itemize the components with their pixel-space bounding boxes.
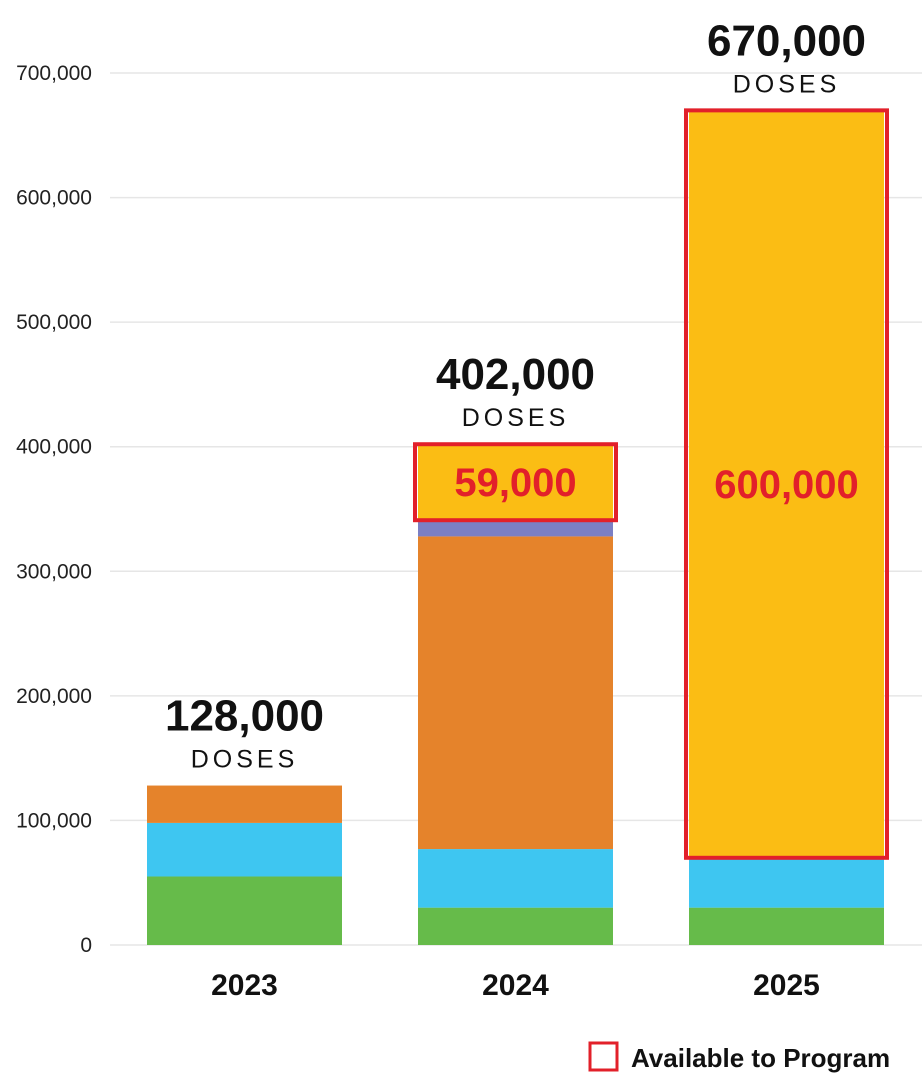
total-value-label: 670,000 (707, 16, 866, 65)
bar-segment-green (147, 876, 342, 945)
bar-segment-cyan (689, 857, 884, 908)
y-tick-label: 400,000 (16, 436, 92, 459)
available-to-program-label: 59,000 (454, 461, 576, 505)
legend-swatch (588, 1041, 619, 1072)
total-value-label: 402,000 (436, 350, 595, 399)
total-unit-label: DOSES (733, 70, 841, 98)
bar-segment-green (689, 907, 884, 945)
total-unit-label: DOSES (191, 746, 299, 774)
bar-segment-green (418, 907, 613, 945)
available-to-program-label: 600,000 (714, 463, 859, 507)
y-tick-label: 500,000 (16, 311, 92, 334)
bar-segment-yellow (418, 444, 613, 521)
x-tick-label: 2025 (753, 969, 820, 1002)
legend-label: Available to Program (631, 1043, 890, 1073)
y-tick-label: 600,000 (16, 187, 92, 210)
x-axis-tick-labels: 2023 2024 2025 (211, 969, 820, 1002)
bar-segment-yellow (689, 110, 884, 858)
legend: Available to Program (588, 1041, 890, 1073)
bar-labels: 128,000 DOSES 59,000 402,000 DOSES 600,000 670… (165, 16, 866, 773)
bar-segment-orange (147, 785, 342, 823)
y-tick-label: 200,000 (16, 685, 92, 708)
bar-segment-cyan (147, 822, 342, 877)
total-value-label: 128,000 (165, 692, 324, 741)
y-tick-label: 100,000 (16, 809, 92, 832)
y-tick-label: 700,000 (16, 62, 92, 85)
y-tick-label: 300,000 (16, 560, 92, 583)
bar-segment-orange (418, 536, 613, 850)
y-tick-label: 0 (80, 934, 92, 957)
bar-segment-purple (418, 520, 613, 537)
available-to-program-outline (413, 442, 618, 523)
x-tick-label: 2023 (211, 969, 278, 1002)
total-unit-label: DOSES (462, 404, 570, 432)
y-axis-tick-labels: 0 100,000 200,000 300,000 400,000 500,000 600,… (16, 62, 92, 957)
x-tick-label: 2024 (482, 969, 549, 1002)
available-to-program-outline (684, 108, 889, 860)
bar-segment-cyan (418, 849, 613, 908)
bars (147, 108, 889, 945)
